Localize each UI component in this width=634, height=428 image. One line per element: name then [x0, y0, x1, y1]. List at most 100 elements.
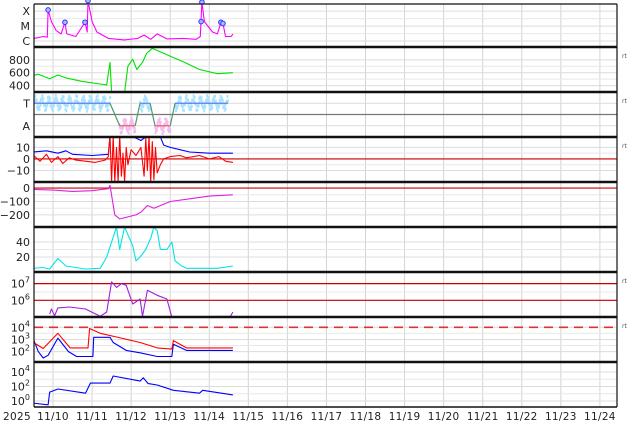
sector-scatter-point [103, 95, 106, 99]
sector-scatter-point [143, 94, 146, 98]
sector-scatter-point [224, 107, 227, 111]
y-tick-label: 100 [11, 393, 30, 408]
sector-scatter-point [67, 97, 70, 101]
series-line-1 [34, 375, 233, 406]
y-tick-label: 0 [23, 182, 30, 195]
sector-scatter-point [127, 127, 130, 131]
sector-scatter-point [101, 100, 104, 104]
sector-scatter-point [67, 101, 70, 105]
sector-scatter-point [35, 98, 38, 102]
sector-scatter-point [134, 129, 137, 133]
sector-scatter-point [52, 104, 55, 108]
sector-scatter-point [207, 102, 210, 106]
sector-scatter-point [99, 109, 102, 113]
sector-scatter-point [190, 105, 193, 109]
sector-scatter-point [96, 94, 99, 98]
tick-exponent: 0 [25, 393, 30, 402]
y-tick-label: 800 [9, 54, 30, 67]
y-tick-label: 107 [11, 276, 30, 291]
sector-scatter-point [89, 99, 92, 103]
sector-scatter-point [87, 99, 90, 103]
sector-scatter-point [125, 126, 128, 130]
sector-scatter-point [196, 108, 199, 112]
tick-exponent: 6 [25, 292, 30, 301]
sector-scatter-point [167, 125, 170, 129]
sector-scatter-point [51, 108, 54, 112]
panel-data [34, 93, 617, 135]
sector-scatter-point [205, 98, 208, 102]
sector-scatter-point [177, 103, 180, 107]
sector-scatter-point [59, 105, 62, 109]
sector-scatter-point [158, 120, 161, 124]
sector-scatter-point [216, 109, 219, 113]
realtime-label: rt [622, 278, 627, 285]
sector-scatter-point [132, 125, 135, 129]
sector-scatter-point [102, 98, 105, 102]
tick-base: 10 [11, 294, 25, 307]
sector-scatter-point [93, 104, 96, 108]
x-tick-label: 11/17 [311, 411, 343, 423]
sector-scatter-point [101, 103, 104, 107]
sector-scatter-point [109, 96, 112, 100]
y-tick-label: 0 [23, 153, 30, 166]
sector-scatter-point [198, 97, 201, 101]
sector-scatter-point [41, 94, 44, 98]
x-tick-label: 11/14 [193, 411, 225, 423]
sector-scatter-point [107, 108, 110, 112]
tick-base: 10 [11, 346, 25, 359]
sector-scatter-point [145, 96, 148, 100]
flare-marker [62, 19, 68, 26]
sector-scatter-point [162, 129, 165, 133]
sector-scatter-point [100, 105, 103, 109]
series-line-2 [34, 138, 233, 181]
sector-scatter-point [89, 95, 92, 99]
sector-scatter-point [193, 96, 196, 100]
series-line-1 [34, 5, 234, 41]
sector-scatter-point [142, 98, 145, 102]
y-tick-label: 106 [11, 292, 30, 307]
sector-scatter-point [165, 117, 168, 121]
sector-scatter-point [73, 106, 76, 110]
sector-scatter-point [122, 122, 125, 126]
flare-marker [85, 0, 91, 4]
sector-scatter-point [39, 103, 42, 107]
sector-scatter-point [169, 129, 172, 133]
sector-scatter-point [198, 100, 201, 104]
sector-scatter-point [189, 106, 192, 110]
realtime-label: rt [622, 98, 627, 105]
series-line-1 [34, 228, 233, 270]
sector-scatter-point [71, 105, 74, 109]
sector-scatter-point [120, 130, 123, 134]
sector-scatter-point [188, 107, 191, 111]
sector-scatter-point [212, 97, 215, 101]
sector-scatter-point [148, 106, 151, 110]
sector-scatter-point [77, 100, 80, 104]
sector-scatter-point [82, 98, 85, 102]
sector-scatter-point [221, 98, 224, 102]
x-tick-label: 11/20 [428, 411, 460, 423]
sector-scatter-point [38, 105, 41, 109]
sector-scatter-point [176, 105, 179, 109]
y-tick-label: 104 [11, 319, 30, 334]
sector-scatter-point [210, 103, 213, 107]
tick-exponent: 7 [25, 276, 30, 285]
sector-scatter-point [90, 98, 93, 102]
sector-scatter-point [189, 107, 192, 111]
sector-scatter-point [122, 126, 125, 130]
sector-scatter-point [141, 109, 144, 113]
sector-scatter-point [34, 94, 37, 98]
sector-scatter-point [60, 99, 63, 103]
flare-marker [45, 7, 51, 13]
y-tick-label: −200 [0, 209, 30, 222]
sector-scatter-point [41, 100, 44, 104]
sector-scatter-point [207, 98, 210, 102]
sector-scatter-point [185, 100, 188, 104]
sector-scatter-point [213, 94, 216, 98]
sector-scatter-point [47, 99, 50, 103]
sector-scatter-point [58, 107, 61, 111]
sector-scatter-point [49, 104, 52, 108]
sector-scatter-point [127, 131, 130, 135]
sector-scatter-point [178, 99, 181, 103]
